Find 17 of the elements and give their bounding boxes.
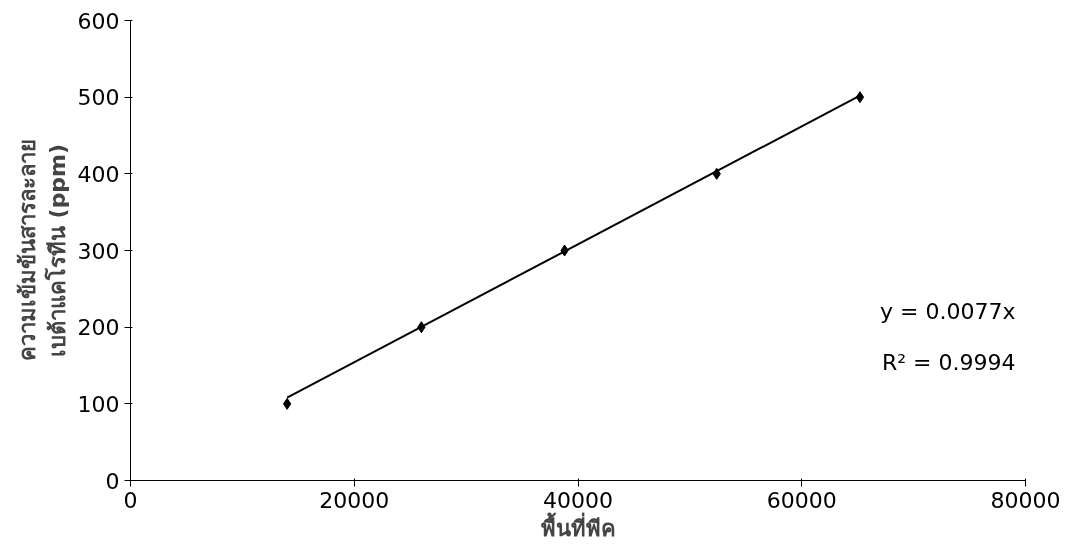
- y-tick-label: 300: [77, 238, 120, 264]
- x-axis-title: พื้นที่พีค: [540, 511, 616, 541]
- x-tick-label: 20000: [319, 487, 390, 513]
- y-tick-label: 0: [105, 468, 120, 494]
- y-tick-label: 200: [77, 315, 120, 341]
- x-tick-label: 80000: [990, 487, 1061, 513]
- x-tick-label: 0: [123, 487, 138, 513]
- y-tick-label: 600: [77, 8, 120, 34]
- point: [282, 397, 292, 410]
- y-tick-label: 400: [77, 161, 120, 187]
- x-tick-label: 60000: [766, 487, 837, 513]
- y-tick-label: 100: [77, 391, 120, 417]
- y-tick-label: 500: [77, 85, 120, 111]
- x-tick-label: 40000: [543, 487, 614, 513]
- annotation: R² = 0.9994: [882, 349, 1016, 375]
- y-axis-title: ความเข้มข้นสารละลาย เบต้าแคโรทีน (ppm): [14, 139, 70, 362]
- annotation: y = 0.0077x: [880, 299, 1016, 325]
